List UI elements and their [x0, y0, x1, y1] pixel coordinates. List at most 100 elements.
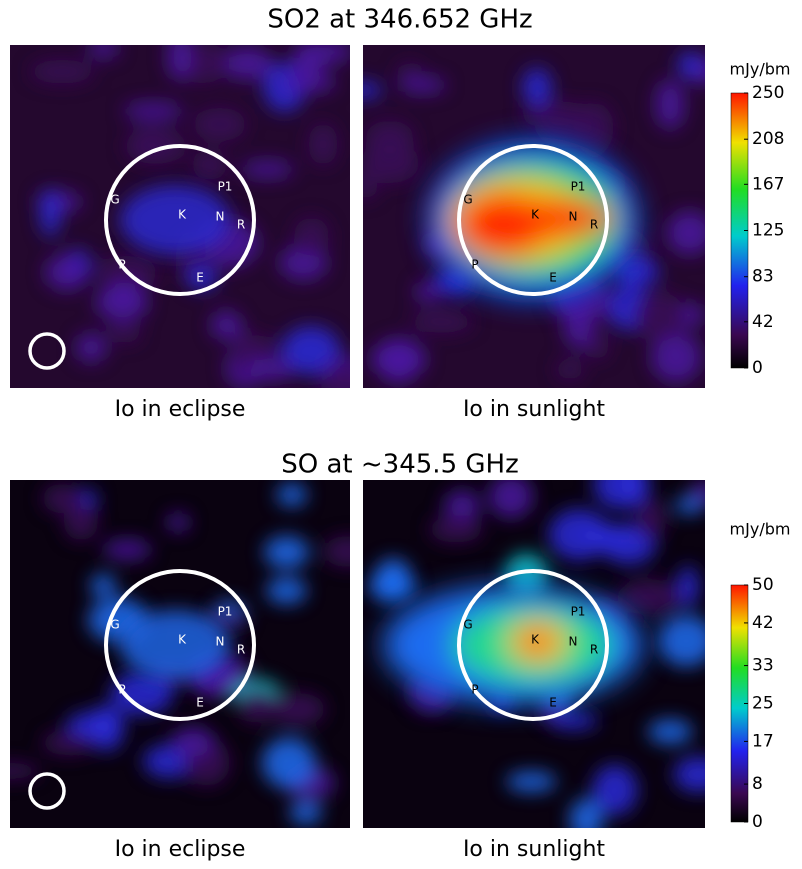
emission-blob	[110, 671, 174, 716]
row-title: SO2 at 346.652 GHz	[267, 5, 532, 35]
emission-blob	[237, 687, 277, 723]
emission-blob	[281, 326, 341, 375]
emission-blob	[374, 558, 412, 602]
emission-blob	[104, 282, 144, 306]
emission-blob	[363, 81, 383, 99]
map-panel: G K N P1 R P E	[363, 45, 705, 388]
emission-blob	[166, 45, 192, 81]
feature-label: K	[531, 208, 540, 222]
emission-blob	[75, 332, 107, 363]
emission-blob	[633, 291, 686, 341]
io-disk	[457, 569, 609, 721]
emission-blob	[261, 737, 316, 789]
panel-caption: Io in eclipse	[115, 837, 246, 862]
feature-label: N	[569, 210, 578, 224]
emission-blob	[186, 266, 219, 291]
core-blob	[120, 610, 230, 680]
colorbar-tick-label: 167	[752, 174, 784, 194]
emission-blob	[522, 68, 552, 106]
emission-blob	[106, 321, 142, 343]
map-core	[428, 140, 638, 300]
feature-label: N	[216, 210, 225, 224]
emission-blob	[414, 281, 442, 303]
emission-blob	[673, 756, 705, 793]
emission-blob	[276, 483, 307, 507]
emission-blob	[264, 535, 309, 569]
panel-caption: Io in sunlight	[463, 397, 605, 422]
emission-blob	[266, 577, 307, 605]
emission-blob	[42, 483, 84, 514]
feature-label: P	[118, 683, 125, 697]
feature-label: K	[531, 633, 540, 647]
map-core	[120, 610, 230, 680]
feature-label: P1	[571, 180, 586, 194]
emission-blob	[506, 771, 557, 792]
emission-blob	[488, 480, 534, 519]
emission-blob	[323, 535, 350, 568]
emission-blob	[548, 508, 610, 561]
emission-blob	[66, 711, 121, 739]
emission-blob	[166, 513, 190, 532]
core-blob	[513, 200, 613, 236]
emission-blob	[289, 801, 322, 825]
core-blob	[120, 185, 230, 255]
feature-label: P	[118, 258, 125, 272]
feature-label: P1	[218, 605, 233, 619]
emission-blob	[651, 331, 702, 383]
colorbar-tick-label: 250	[752, 83, 784, 103]
colorbar-unit: mJy/bm	[730, 60, 791, 79]
map-panel: G K N P1 R P E	[10, 480, 350, 828]
emission-blob	[377, 337, 420, 384]
emission-blob	[321, 362, 350, 388]
feature-label: G	[110, 193, 119, 207]
emission-blob	[103, 539, 152, 560]
feature-label: N	[569, 635, 578, 649]
emission-blob	[410, 311, 474, 333]
emission-blob	[44, 254, 88, 291]
emission-blob	[648, 719, 693, 745]
emission-blob	[429, 515, 483, 543]
emission-blob	[88, 45, 120, 58]
colorbar-tick-label: 25	[752, 694, 774, 714]
emission-blob	[240, 160, 294, 178]
feature-label: P1	[218, 180, 233, 194]
colorbar-tick-label: 17	[752, 731, 774, 751]
emission-blob	[635, 498, 666, 539]
emission-blob	[293, 217, 330, 256]
io-disk	[104, 569, 256, 721]
emission-blob	[655, 79, 685, 130]
emission-blob	[677, 51, 702, 78]
feature-label: E	[196, 696, 204, 710]
emission-blob	[617, 579, 682, 615]
feature-label: R	[237, 218, 245, 232]
emission-blob	[363, 141, 420, 184]
feature-label: G	[463, 618, 472, 632]
panel-caption: Io in sunlight	[463, 837, 605, 862]
colorbar-tick-label: 8	[752, 774, 763, 794]
emission-blob	[534, 101, 595, 148]
emission-blob	[10, 762, 40, 780]
emission-blob	[192, 150, 227, 181]
emission-blob	[657, 615, 705, 667]
emission-blob	[222, 47, 273, 80]
feature-label: R	[590, 218, 598, 232]
map-panel: G K N P1 R P E	[10, 45, 350, 388]
emission-blob	[269, 692, 326, 726]
feature-label: E	[196, 271, 204, 285]
emission-blob	[251, 358, 293, 381]
colorbar-tick-label: 208	[752, 129, 784, 149]
colorbar-tick-label: 50	[752, 575, 774, 595]
emission-blob	[444, 489, 481, 522]
colorbar-tick-label: 83	[752, 267, 774, 287]
emission-blob	[563, 299, 594, 349]
panel-caption: Io in eclipse	[115, 397, 246, 422]
emission-blob	[40, 188, 61, 238]
map-core	[120, 185, 230, 255]
colorbar-tick-label: 0	[752, 358, 763, 378]
emission-blob	[675, 496, 704, 514]
colorbar-tick-label: 42	[752, 312, 774, 332]
emission-blob	[363, 174, 378, 200]
beam	[28, 332, 66, 370]
io-disk	[104, 144, 256, 296]
feature-label: R	[237, 643, 245, 657]
